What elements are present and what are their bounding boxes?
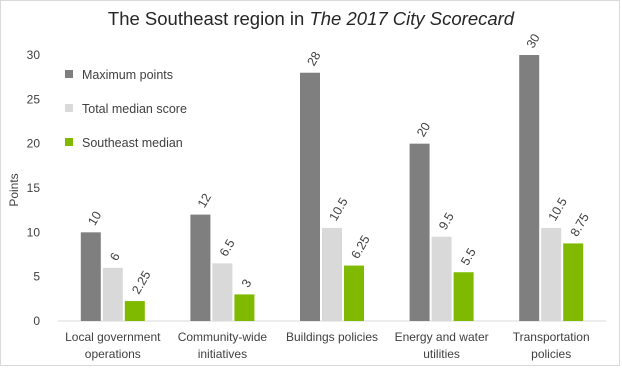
y-tick-label: 0	[33, 314, 40, 328]
y-axis-ticks: 0 5 10 15 20 25 30	[27, 48, 41, 328]
data-label: 10	[85, 209, 104, 228]
data-label: 5.5	[458, 246, 479, 268]
data-label: 6.25	[348, 233, 372, 261]
y-tick-label: 10	[27, 225, 41, 239]
data-label: 30	[524, 31, 543, 50]
data-label: 28	[304, 49, 323, 68]
bar	[322, 227, 342, 321]
legend-swatch	[65, 70, 73, 78]
legend-label: Maximum points	[82, 68, 173, 82]
bar	[234, 294, 255, 321]
bar	[409, 143, 430, 321]
bar	[102, 267, 123, 321]
legend: Maximum points Total median score Southeas…	[65, 68, 187, 150]
bar	[190, 214, 211, 321]
data-label: 9.5	[436, 210, 457, 232]
data-label: 2.25	[129, 268, 153, 296]
bar	[541, 227, 562, 321]
y-tick-label: 15	[27, 181, 41, 195]
x-category-label: Transportation policies	[513, 330, 590, 361]
y-tick-label: 20	[27, 137, 41, 151]
y-tick-label: 25	[27, 92, 41, 106]
y-tick-label: 30	[27, 48, 41, 62]
bar	[80, 232, 101, 321]
x-category-label: Energy and water utilities	[395, 330, 489, 361]
data-label: 8.75	[568, 211, 592, 239]
bar	[519, 55, 540, 321]
chart-title: The Southeast region in The 2017 City Sc…	[108, 8, 515, 29]
bars-group	[80, 55, 584, 321]
bar	[212, 263, 233, 321]
chart-title-italic: The 2017 City Scorecard	[309, 8, 514, 29]
legend-label: Southeast median	[82, 136, 183, 150]
y-axis-label: Points	[7, 173, 21, 206]
legend-label: Total median score	[82, 102, 187, 116]
y-tick-label: 5	[33, 270, 40, 284]
bar	[453, 272, 474, 321]
data-label: 6.5	[217, 237, 238, 259]
legend-swatch	[65, 104, 73, 112]
x-category-label: Community-wide initiatives	[178, 330, 268, 361]
data-label: 10.5	[546, 195, 570, 223]
x-category-label: Local government operations	[65, 330, 161, 361]
x-axis-category-labels: Local government operations Community-wide…	[65, 330, 590, 361]
legend-swatch	[65, 138, 73, 146]
bar	[344, 265, 364, 321]
bar	[300, 72, 320, 321]
data-label: 10.5	[326, 195, 350, 223]
data-label: 20	[414, 120, 433, 139]
bar	[431, 236, 452, 321]
chart-title-main: The Southeast region in	[108, 8, 310, 29]
data-label: 3	[239, 277, 255, 290]
data-label: 6	[107, 250, 123, 263]
bar	[124, 301, 145, 321]
x-category-label: Buildings policies	[286, 330, 378, 344]
bar	[563, 243, 584, 321]
data-label: 12	[195, 191, 214, 210]
